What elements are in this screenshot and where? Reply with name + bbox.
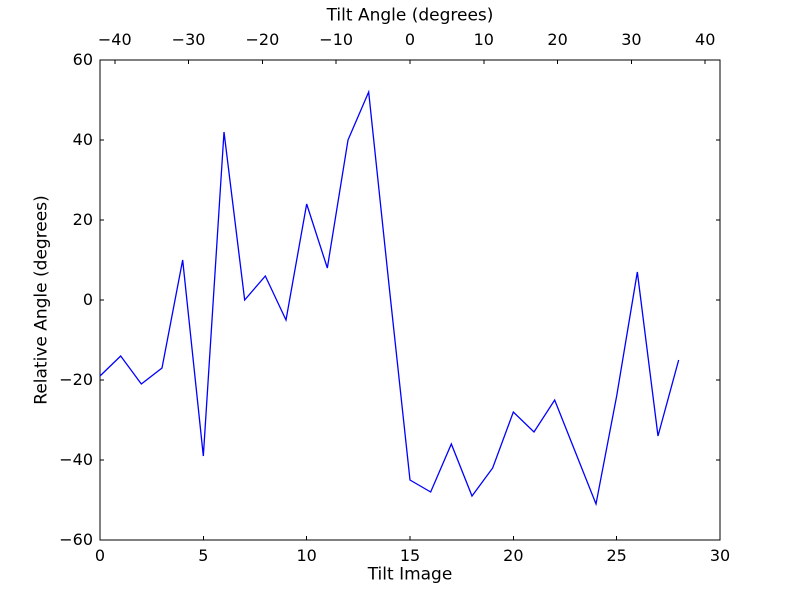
x-tick-label: 15: [399, 546, 421, 565]
x-tick-label: 25: [606, 546, 627, 565]
x-tick-label: 0: [94, 546, 106, 565]
x-axis-label: Tilt Image: [367, 564, 453, 585]
y-tick-label: −60: [59, 530, 93, 549]
data-line-relative-angle: [99, 89, 680, 507]
top-tick-label: 0: [404, 30, 416, 49]
y-tick-label: −40: [59, 450, 93, 469]
y-tick-label: 60: [72, 50, 93, 69]
top-tick-label: 10: [473, 30, 494, 49]
x-tick-label: 10: [296, 546, 317, 565]
x-tick-label: 5: [198, 546, 209, 565]
top-tick-label: −30: [171, 30, 206, 49]
top-tick-label: −40: [97, 30, 132, 49]
y-tick-label: 40: [72, 130, 93, 149]
x-tick-label: 30: [709, 546, 731, 565]
top-tick-label: 30: [621, 30, 642, 49]
top-axis-label: Tilt Angle (degrees): [326, 5, 494, 26]
top-tick-label: 20: [547, 30, 568, 49]
top-tick-label: −10: [319, 30, 354, 49]
y-tick-label: −20: [59, 370, 93, 389]
y-tick-label: 0: [82, 290, 93, 309]
top-tick-label: 40: [695, 30, 716, 49]
plot-frame: [99, 59, 721, 541]
y-axis-label: Relative Angle (degrees): [31, 195, 52, 405]
x-tick-label: 20: [503, 546, 524, 565]
top-tick-label: −20: [245, 30, 280, 49]
y-tick-label: 20: [72, 210, 93, 229]
